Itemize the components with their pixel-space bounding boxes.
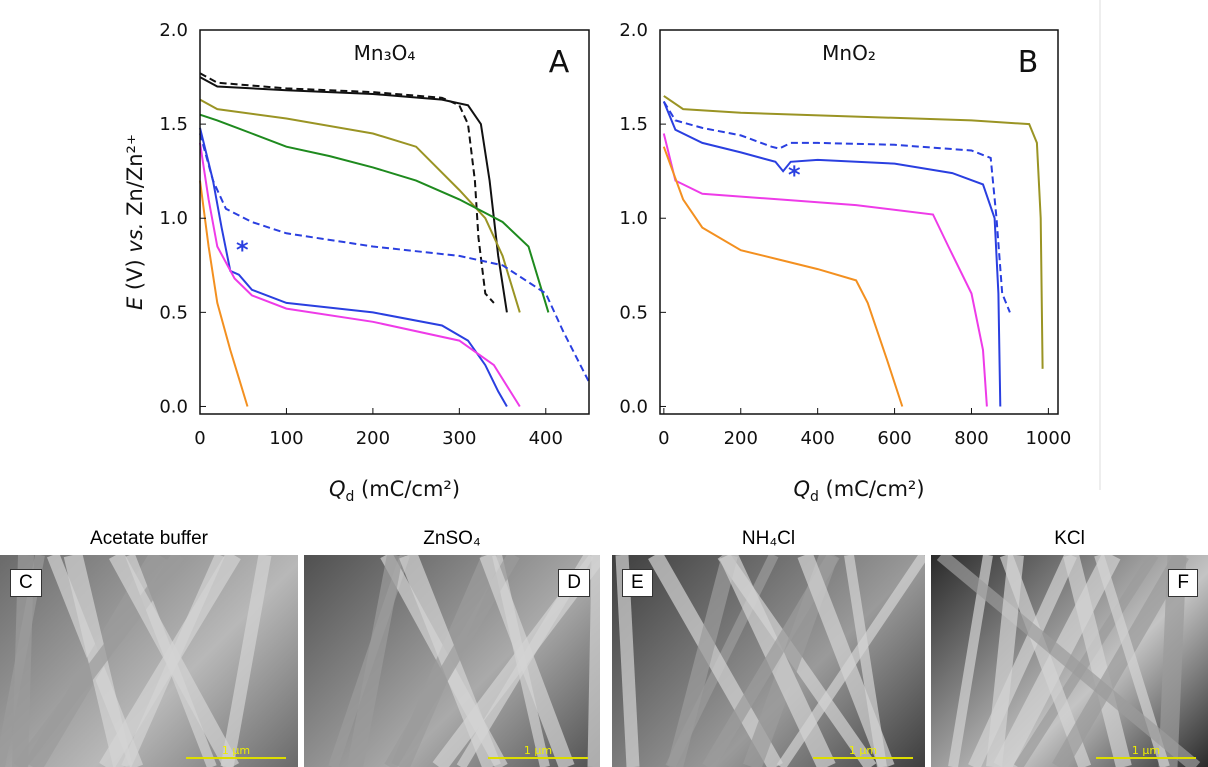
scale-bar: 1 µm [1096,744,1196,759]
annotation: * [788,161,801,189]
y-label-ref: Zn/Zn²⁺ [123,134,147,223]
fiber [986,555,1024,767]
fiber [1063,555,1132,767]
y-tick-label: 0.0 [159,396,188,417]
image-title: KCl [1054,528,1085,549]
image-title: NH₄Cl [741,528,796,549]
scale-bar: 1 µm [488,744,588,759]
fiber [479,555,575,767]
y-tick-label: 2.0 [159,20,188,41]
x-tick-label: 600 [877,428,911,449]
x-tick-label: 200 [724,428,758,449]
panel-letter: A [549,45,570,80]
line-series [199,180,249,407]
fiber [347,555,403,767]
y-tick-label: 0.5 [159,302,188,323]
panel-label: E [622,569,653,597]
sem-image: C 1 µm [0,555,298,767]
panel-letter: B [1018,45,1039,80]
y-tick-label: 1.0 [159,208,188,229]
y-axis-label: E (V) vs. Zn/Zn²⁺ [123,134,147,310]
x-label-unit: (mC/cm²) [819,477,925,501]
image-title: Acetate buffer [90,528,208,549]
panel-label: C [10,569,42,597]
sem-image: F 1 µm [931,555,1208,767]
x-label-symbol: Q [793,477,810,501]
y-label-symbol: E [123,296,147,310]
line-series [199,142,521,408]
x-tick-label: 100 [269,428,303,449]
panel-label: F [1168,569,1198,597]
x-tick-label: 800 [954,428,988,449]
sem-image: D 1 µm [304,555,600,767]
fiber [936,555,1201,767]
y-tick-label: 2.0 [619,20,648,41]
x-tick-label: 400 [800,428,834,449]
x-label-unit: (mC/cm²) [354,477,460,501]
line-series [663,95,1044,369]
x-axis-label: Qd (mC/cm²) [793,477,924,505]
x-label-sub: d [810,489,819,505]
scale-bar: 1 µm [186,744,286,759]
fiber [1013,555,1159,767]
y-tick-label: 1.5 [159,114,188,135]
plot-frame [199,29,590,415]
line-series [662,100,1011,313]
fiber [13,555,185,767]
plot-frame [659,29,1059,415]
fiber [587,555,600,767]
x-label-sub: d [345,489,354,505]
line-series [199,98,521,313]
fibers [936,555,1201,767]
plots: 0 100 200 300 400 0.0 0.5 1.0 1.5 2.0 Mn₃O₄ A * Qd (m… [123,0,1101,505]
fiber [220,555,272,767]
x-label-symbol: Q [329,477,346,501]
line-series [199,127,508,407]
fibers [328,555,600,767]
fiber [993,555,1121,767]
fibers [615,555,925,767]
y-tick-label: 0.5 [619,302,648,323]
x-tick-label: 300 [442,428,476,449]
x-tick-label: 400 [529,428,563,449]
x-tick-label: 200 [356,428,390,449]
chart-title: Mn₃O₄ [354,41,416,65]
fiber [108,555,240,767]
chart-title: MnO₂ [822,41,876,65]
line-series [199,133,590,383]
fiber [797,555,895,767]
line-series [662,146,904,407]
y-label-unit: (V) [123,253,147,297]
line-series [662,101,1002,407]
y-tick-label: 0.0 [619,396,648,417]
fiber [667,555,738,767]
line-series [662,133,988,407]
scale-bar: 1 µm [813,744,913,759]
fiber [1052,555,1189,767]
sem-image: E 1 µm [612,555,925,767]
x-tick-label: 0 [194,428,205,449]
x-tick-label: 1000 [1025,428,1071,449]
y-tick-label: 1.0 [619,208,648,229]
fibers [0,555,272,767]
y-label-vs: vs. [123,223,147,253]
y-tick-label: 1.5 [619,114,648,135]
x-tick-label: 0 [658,428,669,449]
panel-label: D [558,569,590,597]
line-series [199,72,495,304]
x-axis-label: Qd (mC/cm²) [329,477,460,505]
image-title: ZnSO₄ [423,528,481,549]
annotation: * [236,236,249,264]
line-series [199,113,550,313]
